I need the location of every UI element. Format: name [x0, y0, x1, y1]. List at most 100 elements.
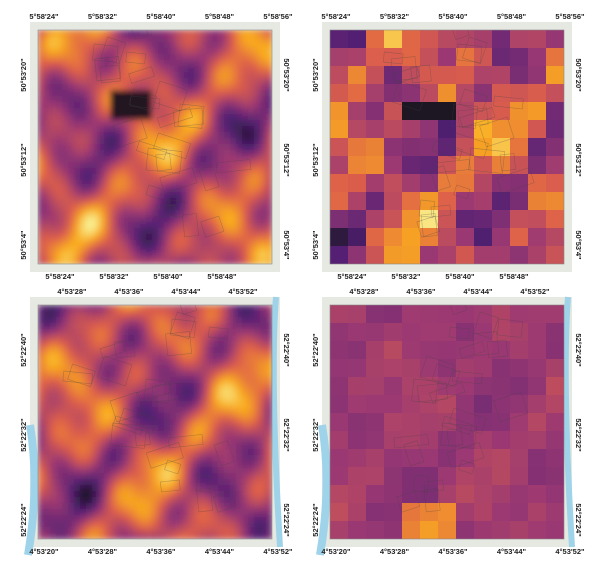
heat-cell	[104, 527, 111, 534]
heat-cell	[110, 96, 117, 103]
heat-cell	[492, 48, 511, 67]
heat-cell	[44, 521, 51, 528]
heat-cell	[260, 144, 267, 151]
heat-cell	[200, 36, 207, 43]
coordinate-label: 52°22'32"	[311, 418, 320, 452]
heat-cell	[140, 521, 147, 528]
heat-cell	[242, 186, 249, 193]
heat-cell	[348, 485, 367, 504]
heat-cell	[260, 114, 267, 121]
heat-cell	[402, 521, 421, 539]
heat-cell	[200, 120, 207, 127]
heat-cell	[80, 258, 87, 264]
heat-cell	[182, 311, 189, 318]
heat-cell	[122, 515, 129, 522]
heat-cell	[176, 204, 183, 211]
heat-cell	[140, 228, 147, 235]
heat-cell	[402, 377, 421, 396]
heat-cell	[230, 126, 237, 133]
heat-cell	[80, 515, 87, 522]
heat-cell	[218, 473, 225, 480]
heat-cell	[188, 377, 195, 384]
heat-cell	[194, 533, 201, 539]
heat-cell	[104, 479, 111, 486]
heat-cell	[68, 168, 75, 175]
heat-cell	[348, 467, 367, 486]
heat-cell	[266, 467, 272, 474]
heat-cell	[218, 371, 225, 378]
building-outline	[448, 326, 470, 340]
heat-cell	[200, 455, 207, 462]
heat-cell	[80, 497, 87, 504]
heat-cell	[230, 449, 237, 456]
heat-cell	[260, 54, 267, 61]
heat-cell	[152, 108, 159, 115]
heat-cell	[56, 473, 63, 480]
heat-cell	[182, 509, 189, 516]
heat-cell	[86, 198, 93, 205]
heat-cell	[384, 192, 403, 211]
heat-cell	[236, 84, 243, 91]
heat-cell	[242, 449, 249, 456]
heat-cell	[86, 425, 93, 432]
heat-cell	[152, 222, 159, 229]
heat-cell	[92, 473, 99, 480]
heat-cell	[330, 192, 349, 211]
heat-cell	[86, 311, 93, 318]
heat-cell	[182, 431, 189, 438]
heat-cell	[62, 42, 69, 49]
heat-cell	[62, 168, 69, 175]
heat-cell	[182, 485, 189, 492]
heat-cell	[230, 54, 237, 61]
heat-cell	[402, 66, 421, 85]
heat-cell	[546, 395, 564, 414]
heat-cell	[128, 30, 135, 37]
heat-cell	[128, 413, 135, 420]
heat-cell	[266, 96, 272, 103]
heat-cell	[182, 455, 189, 462]
heat-cell	[384, 228, 403, 247]
heat-cell	[86, 479, 93, 486]
heat-cell	[212, 180, 219, 187]
heat-cell	[140, 383, 147, 390]
heat-cell	[366, 228, 385, 247]
heat-cell	[348, 228, 367, 247]
heat-cell	[92, 126, 99, 133]
heat-cell	[242, 144, 249, 151]
heat-cell	[164, 461, 171, 468]
building-outline	[416, 382, 449, 403]
heat-cell	[98, 54, 105, 61]
heat-cell	[224, 132, 231, 139]
heat-cell	[182, 210, 189, 217]
heat-cell	[236, 323, 243, 330]
heat-cell	[98, 365, 105, 372]
heat-cell	[236, 252, 243, 259]
heat-cell	[146, 365, 153, 372]
heat-cell	[212, 102, 219, 109]
heat-cell	[146, 216, 153, 223]
heat-cell	[74, 473, 81, 480]
heat-cell	[92, 168, 99, 175]
heat-cell	[80, 341, 87, 348]
heat-cell	[528, 341, 547, 360]
heat-cell	[188, 323, 195, 330]
heat-cell	[194, 425, 201, 432]
heat-cell	[80, 485, 87, 492]
heat-cell	[116, 90, 123, 97]
heat-cell	[104, 258, 111, 264]
heat-cell	[194, 48, 201, 55]
heat-cell	[104, 533, 111, 539]
heat-cell	[402, 341, 421, 360]
heat-cell	[188, 78, 195, 85]
heat-cell	[218, 497, 225, 504]
heat-cell	[62, 234, 69, 241]
heat-cell	[492, 467, 511, 486]
heat-cell	[218, 455, 225, 462]
heat-cell	[146, 102, 153, 109]
heat-cell	[218, 210, 225, 217]
heat-cell	[110, 36, 117, 43]
heat-cell	[242, 533, 249, 539]
heat-cell	[182, 126, 189, 133]
heat-cell	[348, 503, 367, 522]
heat-cell	[212, 144, 219, 151]
